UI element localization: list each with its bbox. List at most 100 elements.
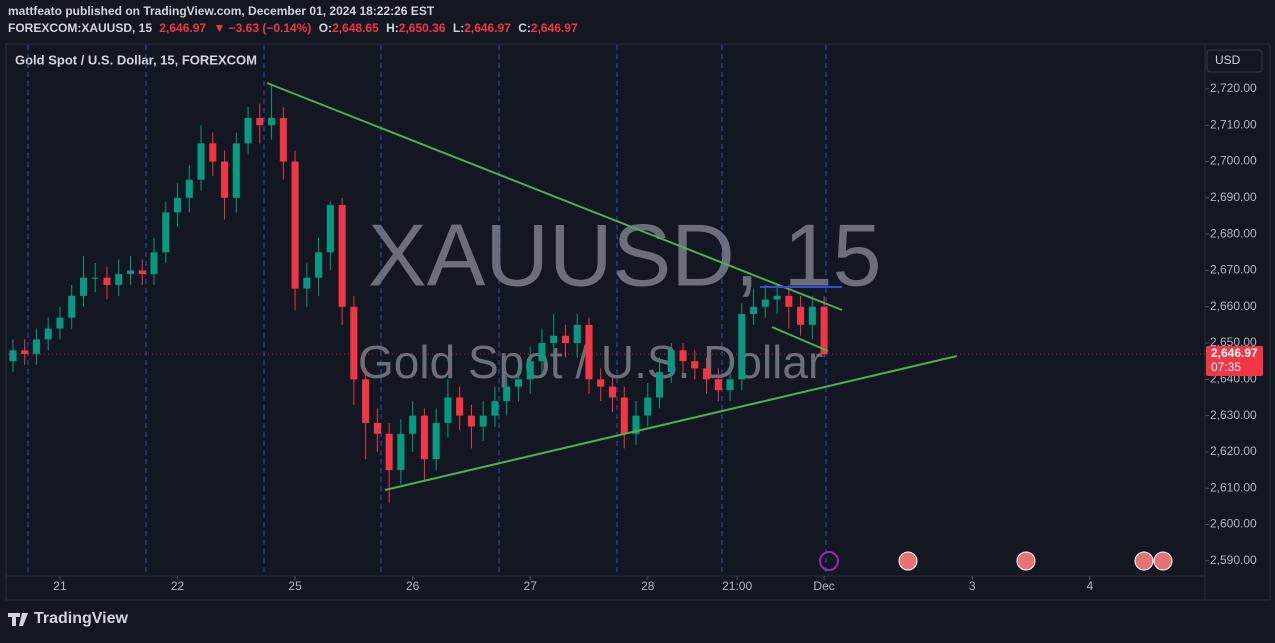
y-tick-label: 2,620.00	[1210, 444, 1257, 458]
last: 2,646.97	[159, 21, 206, 35]
candle-body	[432, 422, 440, 460]
event-icon[interactable]	[1134, 551, 1154, 571]
candle-body	[644, 397, 652, 416]
brand-logo	[8, 613, 28, 626]
y-tick-label: 2,690.00	[1210, 190, 1257, 204]
y-tick-label: 2,700.00	[1210, 154, 1257, 168]
candle-body	[385, 433, 393, 471]
candle-body	[173, 197, 182, 213]
x-tick-label: 3	[969, 579, 976, 593]
candle-body	[526, 361, 534, 380]
x-tick-label: 28	[641, 579, 655, 593]
ohlc-label: O:	[319, 21, 332, 35]
candle-body	[409, 415, 417, 434]
ohlc-value: 2,646.97	[464, 21, 511, 35]
session-breaks	[27, 45, 827, 575]
candle-body	[456, 397, 464, 416]
candle-body	[667, 350, 675, 373]
ohlc-label: H:	[386, 21, 399, 35]
trend-line	[266, 82, 843, 311]
candle-body	[256, 117, 264, 126]
candle-body	[703, 368, 711, 380]
candle-body	[291, 161, 299, 289]
x-tick-label: 21	[53, 579, 67, 593]
event-icon[interactable]	[898, 551, 918, 571]
candle-body	[326, 205, 334, 253]
y-tick-label: 2,660.00	[1210, 299, 1257, 313]
candle-body	[726, 379, 734, 391]
candle-body	[597, 379, 605, 387]
candle-body	[32, 339, 40, 354]
candle-body	[632, 415, 640, 434]
candle-body	[303, 277, 311, 289]
candle-body	[338, 205, 346, 307]
drawings	[266, 82, 958, 491]
x-tick-label: 27	[524, 579, 538, 593]
candle-body	[350, 306, 358, 380]
watermark: XAUUSD, 15	[368, 205, 882, 304]
candle-body	[573, 324, 581, 344]
x-tick-label: 4	[1086, 579, 1093, 593]
last-price-label: 2,646.97	[1211, 346, 1258, 360]
y-tick-label: 2,650.00	[1210, 335, 1257, 349]
candle-body	[162, 212, 170, 253]
candle-body	[209, 143, 217, 162]
candle-body	[115, 274, 123, 285]
trend-line	[384, 355, 958, 491]
candle-body	[503, 386, 511, 402]
ohlc-value: 2,648.65	[332, 21, 379, 35]
candle-body	[750, 306, 758, 314]
candle-body	[761, 299, 769, 307]
candle-body	[691, 361, 699, 369]
candle-body	[150, 252, 158, 275]
x-tick-label: 22	[171, 579, 185, 593]
brand: TradingView	[34, 610, 129, 627]
candle-body	[479, 415, 487, 427]
candle-body	[68, 295, 76, 318]
currency-button[interactable]	[1206, 49, 1263, 73]
candle-body	[785, 295, 793, 307]
candle-body	[467, 415, 475, 427]
change: ▼ −3.63 (−0.14%)	[213, 21, 311, 35]
candle-body	[797, 306, 805, 325]
x-tick-label: Dec	[813, 579, 834, 593]
candle-body	[138, 270, 146, 275]
candle-body	[585, 324, 593, 380]
candle-body	[561, 335, 569, 344]
event-icon[interactable]	[1153, 551, 1173, 571]
currency-label[interactable]: USD	[1215, 53, 1241, 67]
candle-body	[91, 277, 99, 279]
event-icon[interactable]	[1016, 551, 1036, 571]
candle-body	[491, 401, 499, 416]
event-icon[interactable]	[819, 551, 839, 571]
y-tick-label: 2,590.00	[1210, 553, 1257, 567]
y-tick-label: 2,680.00	[1210, 226, 1257, 240]
x-tick-label: 21:00	[722, 579, 752, 593]
candle-body	[444, 397, 452, 423]
candle-body	[538, 343, 546, 362]
y-tick-label: 2,630.00	[1210, 408, 1257, 422]
trend-line	[771, 326, 829, 352]
candle-body	[315, 252, 323, 278]
candle-body	[608, 386, 617, 398]
candle-body	[244, 117, 252, 144]
candle-body	[362, 379, 370, 423]
candle-body	[655, 372, 664, 398]
legend-line: FOREXCOM:XAUUSD, 15 2,646.97 ▼ −3.63 (−0…	[8, 21, 578, 35]
y-tick-label: 2,610.00	[1210, 480, 1257, 494]
candle-body	[679, 350, 687, 362]
chart-frame	[5, 43, 1271, 601]
candle-body	[221, 161, 229, 198]
chart-title: Gold Spot / U.S. Dollar, 15, FOREXCOM	[15, 52, 257, 67]
candle-body	[397, 433, 405, 471]
candle-body	[79, 277, 88, 296]
candle-body	[126, 270, 135, 275]
candle-body	[279, 117, 287, 162]
y-tick-label: 2,710.00	[1210, 117, 1257, 131]
candle-body	[420, 415, 428, 460]
candle-body	[185, 179, 193, 198]
candle-body	[808, 306, 816, 325]
last-price-tag	[1206, 346, 1263, 377]
x-tick-label: 26	[406, 579, 420, 593]
